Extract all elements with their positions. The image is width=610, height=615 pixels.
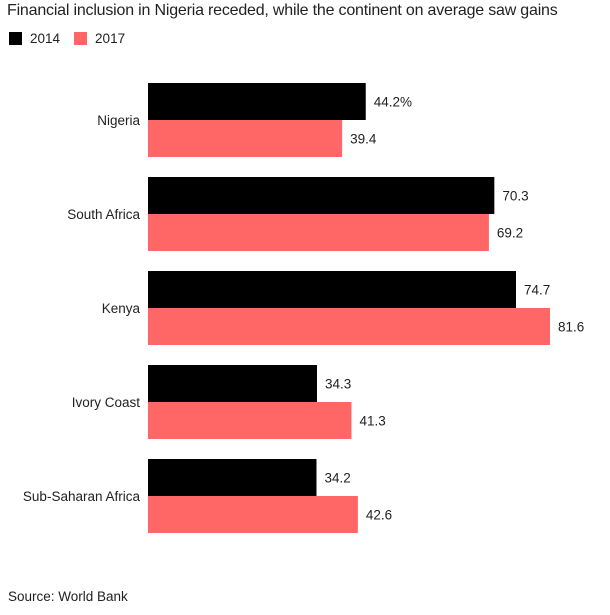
value-label-south-africa-2017: 69.2 [497, 226, 523, 241]
legend-label-2014: 2014 [30, 31, 61, 46]
value-label-nigeria-2017: 39.4 [350, 132, 377, 147]
bar-sub-saharan-africa-2014 [148, 459, 317, 496]
value-label-sub-saharan-africa-2014: 34.2 [324, 471, 350, 486]
value-label-south-africa-2014: 70.3 [502, 189, 528, 204]
chart-title: Financial inclusion in Nigeria receded, … [7, 2, 558, 19]
bar-sub-saharan-africa-2017 [148, 496, 358, 533]
legend-item-2014: 2014 [9, 31, 60, 46]
value-label-sub-saharan-africa-2017: 42.6 [366, 508, 392, 523]
category-label-kenya: Kenya [102, 301, 141, 316]
bar-ivory-coast-2017 [148, 402, 352, 439]
category-label-ivory-coast: Ivory Coast [72, 395, 141, 410]
bar-kenya-2014 [148, 271, 517, 308]
value-label-kenya-2014: 74.7 [524, 283, 550, 298]
legend-label-2017: 2017 [95, 31, 126, 46]
value-label-ivory-coast-2017: 41.3 [359, 414, 385, 429]
source-note: Source: World Bank [8, 589, 128, 604]
category-label-south-africa: South Africa [67, 207, 140, 222]
legend-swatch-2014 [9, 32, 22, 45]
category-label-nigeria: Nigeria [97, 113, 140, 128]
value-label-ivory-coast-2014: 34.3 [325, 377, 351, 392]
bar-south-africa-2017 [148, 214, 489, 251]
bar-nigeria-2014 [148, 83, 366, 120]
category-label-sub-saharan-africa: Sub-Saharan Africa [23, 489, 141, 504]
bar-south-africa-2014 [148, 177, 495, 214]
bar-nigeria-2017 [148, 120, 343, 157]
legend: 2014 2017 [9, 31, 139, 46]
value-label-nigeria-2014: 44.2% [374, 95, 412, 110]
bar-ivory-coast-2014 [148, 365, 317, 402]
legend-swatch-2017 [74, 32, 88, 45]
value-label-kenya-2017: 81.6 [558, 320, 584, 335]
bar-kenya-2017 [148, 308, 550, 345]
legend-item-2017: 2017 [74, 31, 125, 46]
